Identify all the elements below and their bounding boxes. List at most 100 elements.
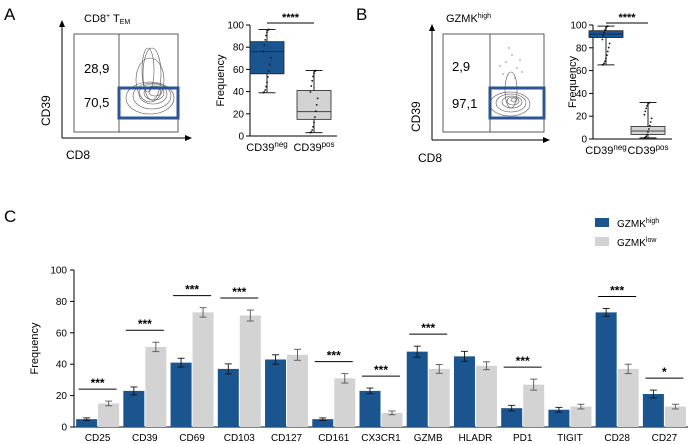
x-tick-label-cd103: CD103: [224, 433, 256, 444]
box-a-data-point: [263, 44, 266, 47]
box-a-data-point: [313, 72, 315, 75]
bar-high-gzmb: [406, 351, 428, 427]
flow-a-xlabel: CD8: [66, 148, 90, 162]
box-a-data-point: [315, 103, 318, 106]
bar-low-cd103: [239, 315, 261, 427]
panel-c-letter: C: [4, 207, 16, 226]
box-a-box: [249, 41, 285, 75]
box-b-x-label-neg: CD39neg: [585, 143, 626, 157]
box-b-data-point: [647, 131, 649, 133]
box-a-data-point: [266, 81, 268, 84]
bar-low-cd161: [334, 378, 356, 427]
x-tick-label-cd161: CD161: [318, 433, 350, 444]
box-b-data-point: [608, 42, 611, 45]
flow-b-ylabel: CD39: [409, 101, 423, 132]
flow-a-y-arrow: [59, 20, 65, 27]
box-a-data-point: [316, 97, 319, 100]
bar-c-y-tick-label: 60: [56, 328, 68, 339]
box-a-significance: ****: [282, 12, 300, 24]
significance-cd69: ***: [185, 283, 199, 297]
bar-c-y-tick-label: 20: [56, 391, 68, 402]
flow-b-contours: [489, 71, 531, 117]
bar-low-cd39: [145, 346, 167, 427]
box-b-data-point: [643, 113, 646, 116]
flow-b-x-arrow: [543, 137, 550, 143]
x-tick-label-cd25: CD25: [85, 433, 111, 444]
box-a-data-point: [312, 75, 314, 78]
box-b-data-point: [645, 107, 648, 110]
significance-gzmb: ***: [421, 321, 435, 335]
box-b-data-point: [603, 62, 606, 65]
x-tick-label-cx3cr1: CX3CR1: [361, 433, 401, 444]
box-a-data-point: [267, 69, 270, 72]
flow-a-ylabel: CD39: [39, 95, 53, 126]
box-a-data-point: [310, 85, 313, 87]
legend-label-high: GZMKhigh: [617, 218, 659, 230]
x-tick-label-cd127: CD127: [271, 433, 303, 444]
flow-a-frame: [73, 33, 179, 133]
x-tick-label-cd69: CD69: [179, 433, 205, 444]
significance-cd25: ***: [91, 376, 105, 390]
box-a-y-tick-label: 60: [233, 65, 245, 76]
bar-high-cd161: [312, 419, 334, 427]
bar-high-cd25: [76, 419, 98, 427]
box-b-data-point: [646, 104, 648, 107]
bar-low-cd28: [617, 368, 639, 427]
box-a-data-point: [267, 75, 269, 78]
box-b-data-point: [602, 63, 605, 66]
box-b-data-point: [648, 101, 651, 104]
flow-a-gate: [117, 86, 180, 120]
box-a-data-point: [311, 79, 314, 82]
flow-b-title: GZMKhigh: [446, 13, 491, 25]
bar-c-y-tick-label: 80: [56, 297, 68, 308]
box-a-y-tick-label: 0: [238, 132, 244, 143]
box-a-y-tick-label: 20: [233, 109, 245, 120]
box-a-data-point: [269, 56, 272, 59]
box-b-data-point: [606, 54, 608, 57]
box-b-box: [630, 126, 666, 135]
flow-a-upper-pct: 28,9: [84, 61, 109, 76]
box-a-data-point: [268, 63, 271, 66]
box-a-y-tick-label: 100: [227, 21, 244, 32]
box-a-data-point: [266, 31, 268, 34]
box-b-data-point: [650, 117, 653, 120]
box-a-x-label-neg: CD39neg: [246, 140, 287, 154]
bar-high-cd27: [642, 394, 664, 427]
box-a-y-tick-label: 80: [233, 43, 245, 54]
bar-chart-c: 0 20 40 60 80 100 Frequency CD25 *** CD39 *** CD69 *…: [29, 218, 688, 444]
bar-high-cx3cr1: [359, 390, 381, 427]
significance-cd27: *: [662, 365, 667, 379]
panel-b-letter: B: [356, 5, 367, 24]
bar-low-hladr: [475, 365, 497, 427]
box-a-data-point: [264, 39, 267, 41]
bar-high-cd127: [265, 359, 287, 427]
flow-b-upper-pct: 2,9: [452, 59, 470, 74]
box-b-data-point: [605, 26, 607, 29]
flow-b-xlabel: CD8: [418, 151, 442, 165]
box-b-data-point: [607, 46, 610, 49]
flow-plot-b: GZMKhigh 2,9 97,1 CD8 CD39: [409, 13, 550, 165]
box-a-data-point: [267, 28, 270, 31]
box-b-data-point: [606, 50, 609, 53]
box-b-data-point: [646, 133, 648, 136]
bar-high-tigit: [548, 409, 570, 427]
bar-high-hladr: [453, 356, 475, 427]
bar-low-cx3cr1: [381, 412, 403, 427]
bar-high-pd1: [501, 408, 523, 427]
x-tick-label-cd39: CD39: [132, 433, 158, 444]
bar-c-ylabel: Frequency: [29, 322, 41, 374]
legend-label-low: GZMKlow: [617, 237, 657, 249]
box-a-data-point: [263, 91, 266, 93]
significance-cd161: ***: [327, 349, 341, 363]
box-a-data-point: [310, 131, 313, 133]
box-b-y-tick-label: 0: [581, 135, 587, 146]
flow-b-y-arrow: [429, 24, 435, 31]
box-b-data-point: [645, 135, 648, 138]
significance-cx3cr1: ***: [374, 363, 388, 377]
box-b-y-tick-label: 20: [576, 112, 588, 123]
x-tick-label-pd1: PD1: [513, 433, 533, 444]
box-a-data-point: [312, 125, 314, 128]
bar-high-cd103: [217, 368, 239, 427]
box-b-data-point: [644, 110, 647, 113]
